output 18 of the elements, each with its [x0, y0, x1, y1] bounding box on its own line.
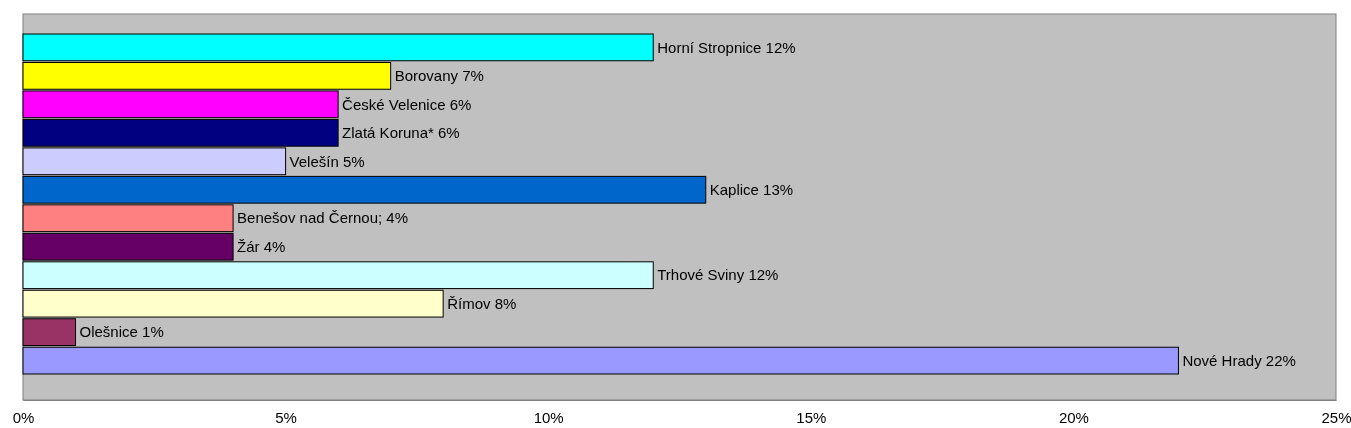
x-tick-label: 20% — [1058, 408, 1089, 426]
data-label: Benešov nad Černou; 4% — [237, 209, 409, 227]
x-tick-label: 10% — [533, 408, 564, 426]
data-label: Olešnice 1% — [79, 323, 164, 341]
data-label: Trhové Sviny 12% — [657, 266, 779, 284]
data-label: Žár 4% — [237, 237, 286, 255]
data-label: České Velenice 6% — [342, 95, 472, 113]
x-tick-label: 0% — [12, 408, 35, 426]
data-label: Římov 8% — [447, 294, 517, 312]
data-label: Velešín 5% — [289, 152, 365, 170]
x-tick-label: 5% — [275, 408, 297, 426]
data-label: Borovany 7% — [394, 67, 484, 85]
data-label: Zlatá Koruna* 6% — [342, 124, 460, 142]
x-tick-label: 15% — [796, 408, 827, 426]
data-label: Kaplice 13% — [709, 181, 794, 199]
x-tick-label: 25% — [1321, 408, 1351, 426]
data-label: Nové Hrady 22% — [1182, 351, 1296, 369]
data-label: Horní Stropnice 12% — [657, 38, 796, 56]
